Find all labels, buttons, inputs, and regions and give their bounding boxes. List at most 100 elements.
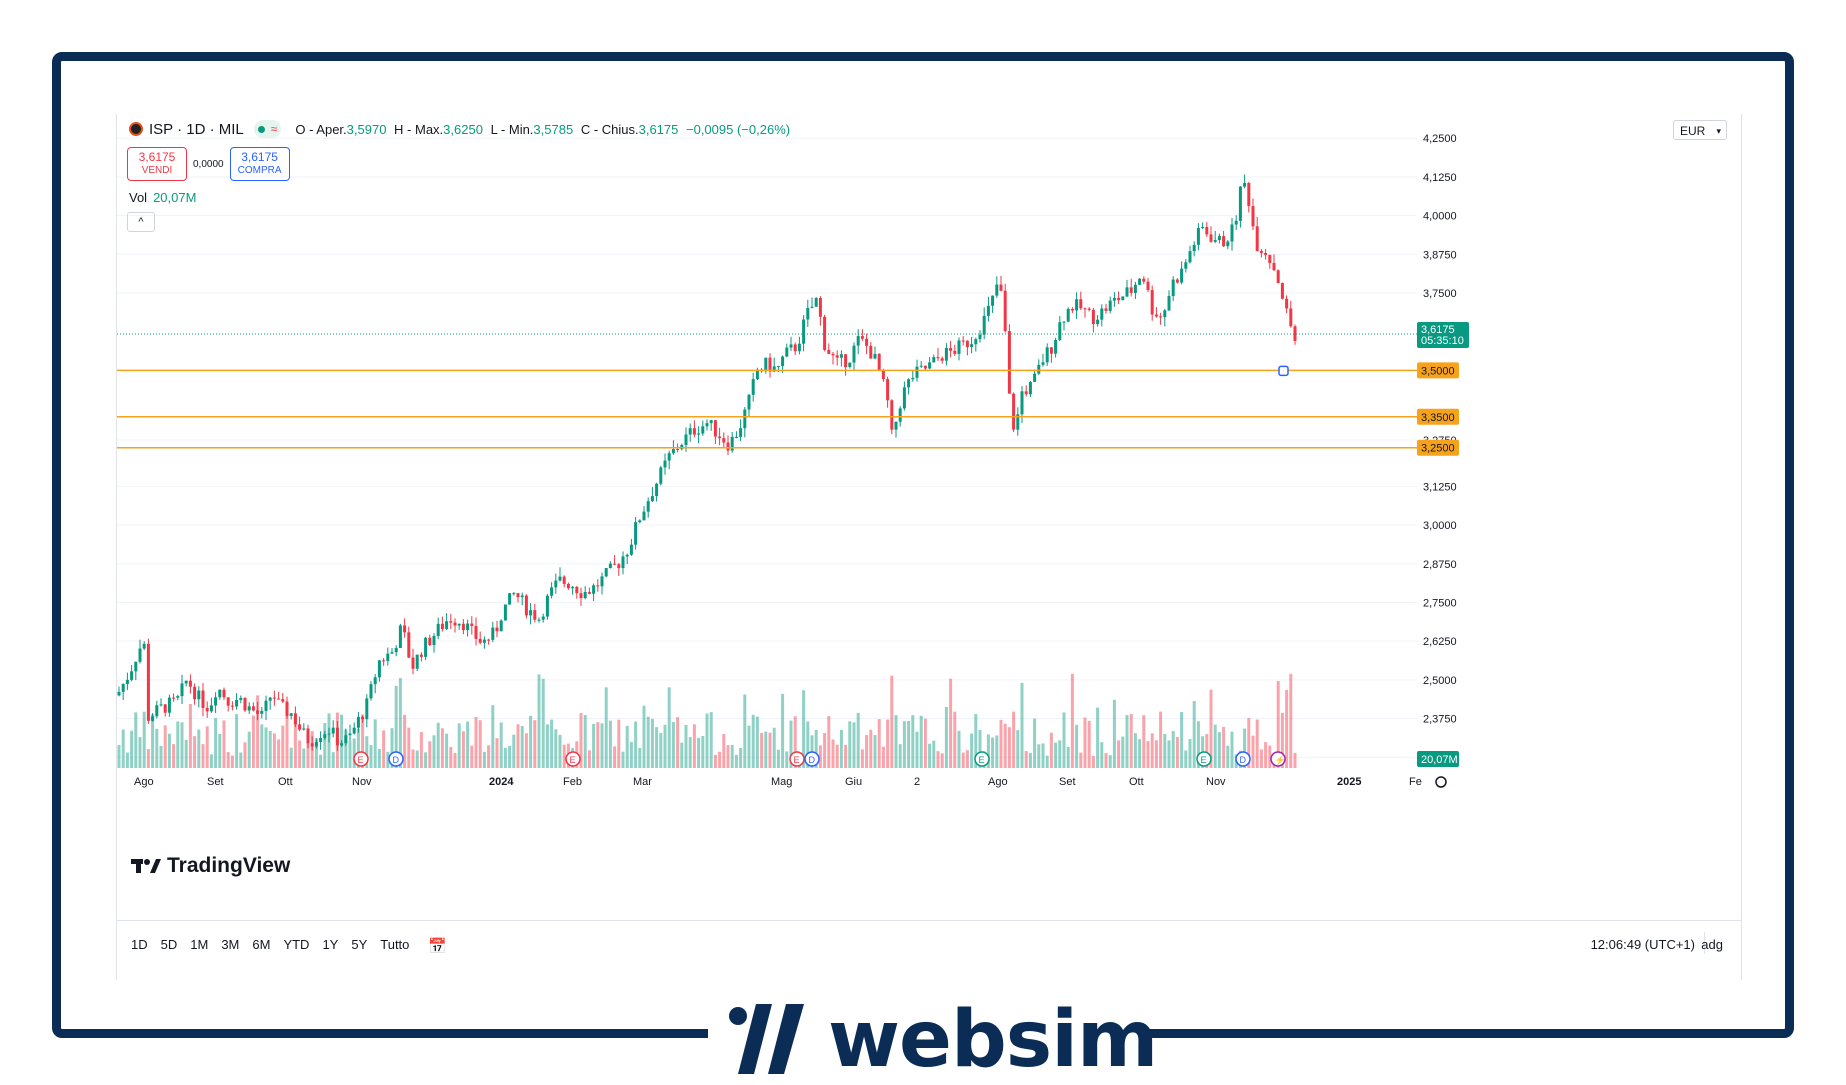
candle-body — [1003, 290, 1007, 332]
market-status-pill[interactable]: ≈ — [253, 120, 282, 138]
range-3m[interactable]: 3M — [221, 937, 240, 952]
candle-body — [650, 496, 654, 502]
candle-body — [524, 595, 528, 616]
volume-bar — [1100, 742, 1104, 768]
volume-bar — [646, 716, 650, 768]
candle-body — [655, 483, 659, 497]
symbol-name[interactable]: ISP · 1D · MIL — [149, 120, 244, 138]
candle-body — [461, 623, 465, 631]
range-all[interactable]: Tutto — [380, 937, 410, 952]
range-5d[interactable]: 5D — [160, 937, 178, 952]
y-tick-label: 2,3750 — [1423, 714, 1457, 726]
event-marker-letter: D — [809, 755, 816, 765]
volume-bar — [970, 733, 974, 768]
candle-body — [466, 623, 470, 631]
volume-bar — [247, 731, 251, 768]
candle-body — [961, 340, 965, 342]
volume-bar — [642, 705, 646, 768]
volume-bar — [352, 738, 356, 768]
range-1d[interactable]: 1D — [131, 937, 148, 952]
x-tick-label: Ott — [278, 776, 293, 788]
sell-button[interactable]: 3,6175 VENDI — [127, 147, 187, 181]
buy-button[interactable]: 3,6175 COMPRA — [229, 147, 290, 181]
volume-bar — [209, 754, 213, 768]
volume-bar — [226, 752, 230, 768]
high-label: H - Max. — [394, 121, 444, 137]
candle-body — [886, 379, 890, 401]
currency-select[interactable]: EUR ▾ — [1673, 120, 1727, 140]
volume-bar — [1243, 728, 1247, 768]
candle-body — [697, 433, 701, 435]
candle-body — [251, 706, 255, 711]
x-tick-label: Fe — [1409, 776, 1422, 788]
candle-body — [188, 680, 192, 687]
volume-bar — [478, 720, 482, 768]
candle-body — [1146, 281, 1150, 291]
volume-bar — [361, 714, 365, 768]
candle-body — [487, 639, 491, 641]
volume-bar — [1146, 741, 1150, 768]
volume-bar — [239, 752, 243, 768]
candle-body — [306, 728, 310, 744]
volume-bar — [587, 750, 591, 768]
candle-body — [277, 698, 281, 700]
candle-body — [449, 621, 453, 623]
volume-bar — [235, 714, 239, 768]
candle-body — [1016, 414, 1020, 430]
volume-bar — [923, 718, 927, 768]
calendar-icon[interactable]: 📅 — [428, 938, 448, 955]
candle-body — [692, 428, 696, 435]
range-6m[interactable]: 6M — [252, 937, 271, 952]
volume-bar — [1217, 732, 1221, 768]
chevron-down-icon: ▾ — [1716, 126, 1721, 136]
volume-bar — [785, 751, 789, 768]
adjust-button[interactable]: adg — [1701, 937, 1723, 952]
candle-body — [348, 733, 352, 736]
volume-bar — [1129, 713, 1133, 768]
clock-text[interactable]: 12:06:49 (UTC+1) — [1590, 937, 1695, 952]
event-marker-icon — [1270, 751, 1286, 767]
last-price-badge — [1417, 321, 1469, 348]
candle-body — [1213, 239, 1217, 242]
candle-body — [1268, 254, 1272, 263]
candle-body — [1167, 296, 1171, 311]
volume-bar — [957, 730, 961, 768]
candle-body — [272, 697, 276, 699]
candle-body — [999, 284, 1003, 291]
volume-bar — [197, 729, 201, 768]
volume-bar — [978, 730, 982, 768]
candle-body — [214, 697, 218, 706]
candle-body — [1247, 183, 1251, 207]
candle-body — [940, 358, 944, 361]
candlestick-chart[interactable]: 4,25004,12504,00003,87503,75003,27503,12… — [117, 114, 1741, 980]
volume-bar — [1163, 733, 1167, 768]
volume-bar — [201, 744, 205, 768]
volume-bar — [214, 718, 218, 768]
volume-bar — [1196, 721, 1200, 768]
range-5y[interactable]: 5Y — [351, 937, 368, 952]
volume-bar — [449, 746, 453, 768]
candle-body — [600, 576, 604, 587]
volume-bar — [487, 745, 491, 768]
volume-bar — [356, 728, 360, 768]
range-ytd[interactable]: YTD — [283, 937, 310, 952]
range-1m[interactable]: 1M — [190, 937, 209, 952]
candle-body — [722, 438, 726, 443]
volume-bar — [386, 751, 390, 768]
candle-body — [1024, 391, 1028, 395]
candle-body — [671, 449, 675, 454]
tradingview-logo[interactable]: TradingView — [131, 854, 290, 878]
collapse-legend-button[interactable]: ^ — [127, 212, 155, 232]
y-tick-label: 3,8750 — [1423, 249, 1457, 261]
volume-bar — [898, 744, 902, 768]
currency-value: EUR — [1680, 124, 1706, 138]
range-1y[interactable]: 1Y — [322, 937, 339, 952]
candle-body — [1129, 287, 1133, 293]
candle-body — [1251, 206, 1255, 227]
volume-bar — [911, 715, 915, 768]
candle-body — [831, 353, 835, 356]
candle-body — [755, 369, 759, 380]
volume-bar — [184, 739, 188, 768]
candle-body — [382, 660, 386, 662]
candle-body — [432, 635, 436, 646]
